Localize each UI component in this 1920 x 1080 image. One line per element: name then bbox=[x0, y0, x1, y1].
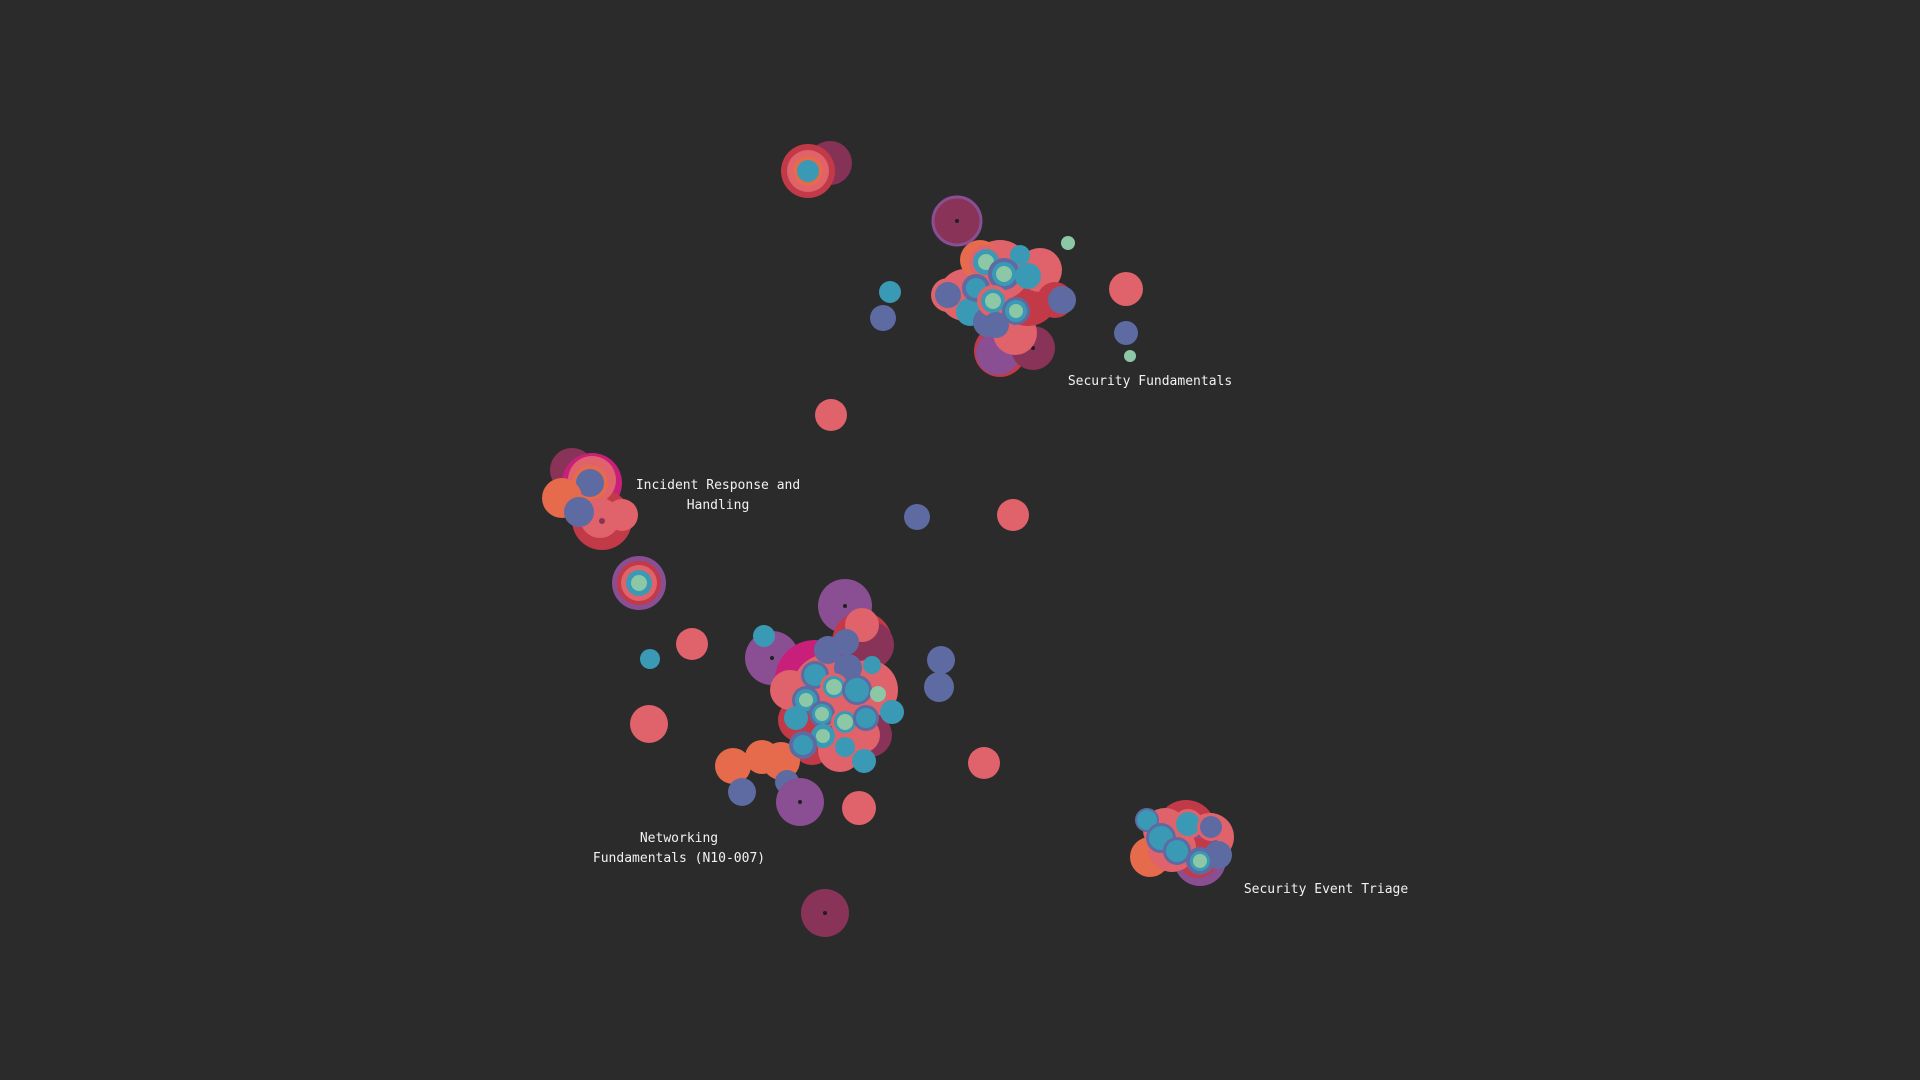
topic-node[interactable] bbox=[1010, 245, 1030, 265]
topic-node[interactable] bbox=[1166, 840, 1188, 862]
node-center-dot bbox=[823, 911, 827, 915]
topic-node[interactable] bbox=[927, 646, 955, 674]
topic-node[interactable] bbox=[599, 518, 605, 524]
cluster-label-networking-fundamentals: Networking Fundamentals (N10-007) bbox=[592, 831, 766, 866]
topic-node[interactable] bbox=[837, 714, 853, 730]
cluster-label-security-fundamentals: Security Fundamentals bbox=[1067, 374, 1233, 389]
topic-node[interactable] bbox=[852, 749, 876, 773]
topic-node[interactable] bbox=[879, 281, 901, 303]
topic-node[interactable] bbox=[833, 629, 859, 655]
topic-node[interactable] bbox=[784, 706, 808, 730]
topic-node[interactable] bbox=[1061, 236, 1075, 250]
topic-node[interactable] bbox=[880, 700, 904, 724]
topic-node[interactable] bbox=[797, 160, 819, 182]
topic-node[interactable] bbox=[631, 575, 647, 591]
topic-node[interactable] bbox=[1124, 350, 1136, 362]
topic-node[interactable] bbox=[816, 729, 830, 743]
topic-node[interactable] bbox=[870, 686, 886, 702]
topic-node[interactable] bbox=[845, 678, 869, 702]
topic-node[interactable] bbox=[640, 649, 660, 669]
topic-node[interactable] bbox=[985, 293, 1001, 309]
topic-node[interactable] bbox=[815, 707, 829, 721]
topic-node[interactable] bbox=[835, 737, 855, 757]
topic-node[interactable] bbox=[793, 735, 813, 755]
node-center-dot bbox=[843, 604, 847, 608]
topic-node[interactable] bbox=[799, 693, 813, 707]
topic-node[interactable] bbox=[997, 499, 1029, 531]
cluster-label-incident-response: Incident Response and Handling bbox=[635, 478, 801, 513]
topic-node[interactable] bbox=[1009, 304, 1023, 318]
topic-node[interactable] bbox=[996, 266, 1012, 282]
topic-node[interactable] bbox=[762, 742, 800, 780]
topic-node[interactable] bbox=[576, 469, 604, 497]
topic-node[interactable] bbox=[804, 664, 826, 686]
topic-node[interactable] bbox=[728, 778, 756, 806]
topic-node[interactable] bbox=[870, 305, 896, 331]
node-center-dot bbox=[770, 656, 774, 660]
topic-node[interactable] bbox=[630, 705, 668, 743]
node-center-dot bbox=[798, 800, 802, 804]
node-center-dot bbox=[1031, 346, 1035, 350]
topic-node[interactable] bbox=[753, 625, 775, 647]
topic-node[interactable] bbox=[983, 312, 1009, 338]
topic-node[interactable] bbox=[676, 628, 708, 660]
topic-node[interactable] bbox=[1200, 816, 1222, 838]
topic-node[interactable] bbox=[842, 791, 876, 825]
topic-node[interactable] bbox=[1114, 321, 1138, 345]
node-center-dot bbox=[955, 219, 959, 223]
topic-node[interactable] bbox=[904, 504, 930, 530]
topic-node[interactable] bbox=[815, 399, 847, 431]
cluster-label-security-event-triage: Security Event Triage bbox=[1243, 882, 1409, 897]
topic-node[interactable] bbox=[826, 679, 842, 695]
topic-node[interactable] bbox=[1137, 810, 1157, 830]
topic-node[interactable] bbox=[863, 656, 881, 674]
topic-node[interactable] bbox=[1048, 286, 1076, 314]
node-layer bbox=[542, 141, 1234, 937]
topic-node[interactable] bbox=[924, 672, 954, 702]
topic-node[interactable] bbox=[935, 282, 961, 308]
topic-node[interactable] bbox=[715, 748, 751, 784]
topic-node[interactable] bbox=[856, 708, 876, 728]
topic-node[interactable] bbox=[1176, 812, 1200, 836]
topic-node[interactable] bbox=[968, 747, 1000, 779]
topic-node[interactable] bbox=[1109, 272, 1143, 306]
topic-node[interactable] bbox=[1193, 854, 1207, 868]
topic-node[interactable] bbox=[978, 254, 994, 270]
topic-node[interactable] bbox=[1015, 263, 1041, 289]
topic-node[interactable] bbox=[606, 499, 638, 531]
topic-node[interactable] bbox=[564, 497, 594, 527]
